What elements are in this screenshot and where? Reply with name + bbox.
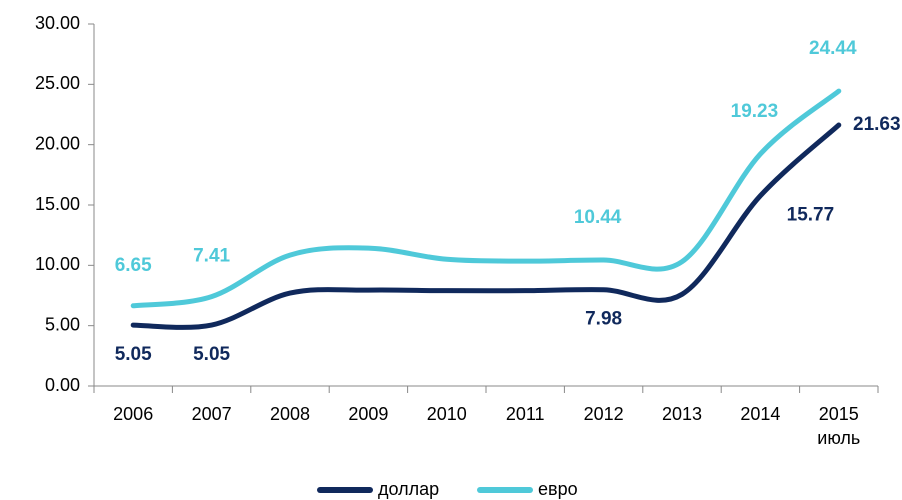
x-tick-label: 2010 [426, 404, 467, 424]
data-label: 24.44 [809, 38, 857, 59]
x-tick-label: 2015 июль [817, 404, 861, 448]
y-tick-label: 10.00 [35, 254, 80, 274]
legend-label: доллар [378, 479, 439, 499]
data-label: 10.44 [574, 207, 622, 228]
data-label: 7.98 [585, 309, 622, 330]
x-tick-label: 2007 [191, 404, 232, 424]
data-label: 15.77 [787, 205, 835, 226]
legend-label: евро [538, 479, 578, 499]
line-series [130, 122, 842, 330]
x-tick-label: 2012 [583, 404, 624, 424]
x-tick-label: 2014 [740, 404, 781, 424]
y-tick-label: 20.00 [35, 133, 80, 153]
data-label: 7.41 [193, 246, 230, 267]
x-tick-label: 2008 [269, 404, 311, 424]
y-tick-label: 30.00 [35, 13, 80, 33]
x-tick-label: 2009 [348, 404, 389, 424]
x-tick-label: 2006 [113, 404, 154, 424]
y-tick-label: 0.00 [45, 375, 80, 395]
data-label: 6.65 [115, 255, 152, 276]
x-tick-label: 2011 [505, 404, 545, 424]
data-label: 5.05 [193, 344, 230, 365]
y-tick-label: 15.00 [35, 194, 80, 214]
data-label: 21.63 [853, 114, 901, 135]
data-label: 5.05 [115, 344, 152, 365]
y-tick-label: 5.00 [45, 314, 80, 334]
x-tick-label: 2013 [661, 404, 703, 424]
line-series [130, 88, 842, 309]
y-tick-label: 25.00 [35, 73, 80, 93]
data-label: 19.23 [731, 101, 779, 122]
